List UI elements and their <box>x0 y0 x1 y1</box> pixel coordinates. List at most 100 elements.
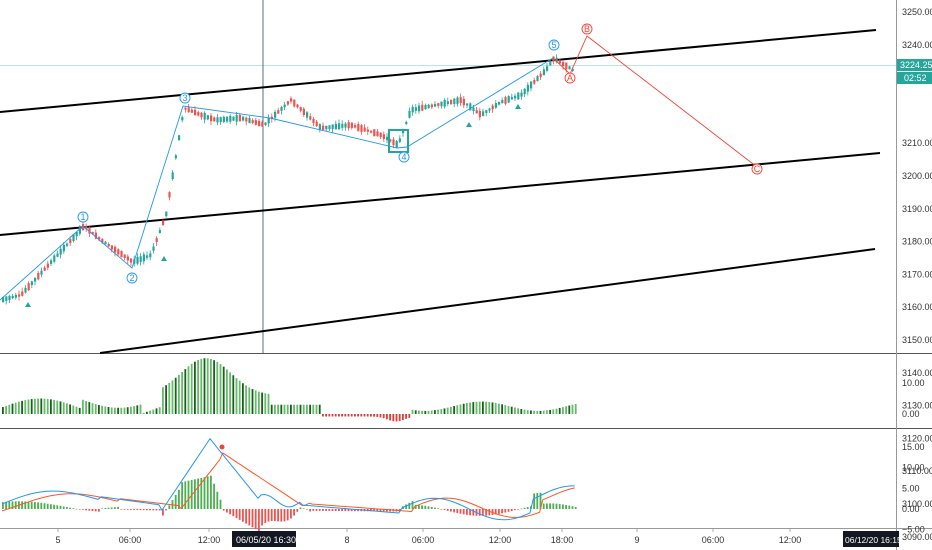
macd-histogram-bar <box>21 501 23 509</box>
histogram-bar <box>21 400 23 414</box>
macd-histogram-bar <box>213 483 215 509</box>
histogram-bar <box>453 406 455 414</box>
macd-axis: 15.00 10.00 5.00 0.00 −5.00 <box>902 442 925 535</box>
macd-histogram-bar <box>142 509 145 511</box>
macd-histogram-bar <box>293 509 295 516</box>
candle-body <box>206 115 209 120</box>
candle-body <box>286 101 289 105</box>
macd-histogram-bar <box>69 507 71 509</box>
macd-histogram-bar <box>325 509 327 511</box>
macd-histogram-bar <box>347 509 350 512</box>
price-axis[interactable]: 3250.003240.003230.003210.003200.003190.… <box>902 7 932 542</box>
candle-body <box>75 232 78 237</box>
candle-body <box>520 92 523 97</box>
candle-body <box>181 117 184 121</box>
macd-histogram-bar <box>408 502 411 509</box>
channel-lower-line[interactable] <box>99 248 876 354</box>
histogram-bar <box>456 405 459 414</box>
candle-body <box>146 255 149 258</box>
histogram-bar <box>494 402 497 414</box>
histogram-bar <box>133 406 135 414</box>
wave-4-box[interactable] <box>388 129 409 153</box>
candle-body <box>549 62 552 66</box>
macd-histogram-bar <box>450 509 452 512</box>
candle-body <box>117 249 120 255</box>
correction-wave-path[interactable] <box>552 35 758 168</box>
histogram-bar <box>392 414 395 422</box>
time-tick-label: 5 <box>55 535 60 545</box>
macd-histogram-bar <box>181 482 183 509</box>
macd-histogram-bar <box>149 509 151 511</box>
candle-body <box>504 97 507 104</box>
macd-histogram-bar <box>344 509 347 512</box>
histogram-bar <box>424 410 427 414</box>
macd-line[interactable] <box>1 437 575 521</box>
macd-histogram-bar <box>491 509 494 515</box>
wave-label-5: 5 <box>551 40 556 50</box>
macd-histogram-bar <box>120 509 123 510</box>
macd-histogram-bar <box>168 505 171 509</box>
candlestick-series[interactable] <box>2 54 574 305</box>
macd-histogram-bar <box>472 509 475 516</box>
macd-histogram-bar <box>50 504 52 509</box>
macd-histogram-bar <box>552 503 555 509</box>
histogram-bar <box>555 408 558 414</box>
macd-histogram-bar <box>430 506 433 509</box>
wave-label-4: 4 <box>401 152 406 162</box>
candle-body <box>466 103 469 106</box>
trend-channel[interactable] <box>0 29 881 354</box>
macd-signal-line[interactable] <box>1 452 575 518</box>
candle-body <box>274 111 277 118</box>
histogram-bar <box>229 372 231 414</box>
time-axis[interactable]: 5 06:00 12:00 8 06:00 12:00 18:00 9 06:00 12:00 <box>55 528 801 545</box>
histogram-bar <box>315 404 318 414</box>
macd-pane[interactable] <box>1 437 577 531</box>
price-tick-label: 3130.00 <box>902 401 932 411</box>
histogram-bar <box>517 408 519 414</box>
candle-body <box>242 116 245 121</box>
macd-histogram-bar <box>72 508 75 509</box>
macd-histogram-bar <box>155 509 158 511</box>
candle-body <box>309 116 312 120</box>
candle-body <box>18 294 21 297</box>
channel-middle-line[interactable] <box>0 152 881 236</box>
histogram-bar <box>181 371 183 414</box>
histogram-bar <box>184 369 187 414</box>
histogram-bar <box>69 404 71 414</box>
wave-label-circle <box>398 151 410 163</box>
macd-histogram-bar <box>261 509 263 526</box>
channel-upper-line[interactable] <box>0 29 877 113</box>
macd-histogram-bar <box>510 509 513 511</box>
candle-body <box>40 270 43 275</box>
time-tick-label: 06:00 <box>119 535 142 545</box>
macd-histogram-bar <box>203 477 206 509</box>
candle-body <box>491 105 494 110</box>
wave-label-3: 3 <box>182 93 187 103</box>
histogram-bar <box>286 404 289 414</box>
histogram-bar <box>162 387 164 414</box>
histogram-bar <box>402 414 404 421</box>
macd-histogram-bar <box>242 509 244 522</box>
impulse-wave-path[interactable] <box>0 57 554 301</box>
histogram-bar <box>242 383 244 414</box>
histogram-bar <box>2 407 4 414</box>
elliott-wave-correction[interactable] <box>552 35 758 168</box>
histogram-bar <box>382 414 385 419</box>
macd-histogram-bar <box>411 501 414 509</box>
histogram-bar <box>475 401 478 414</box>
histogram-bar <box>203 358 206 414</box>
wave-label-circle <box>564 72 576 84</box>
macd-histogram-bar <box>200 477 203 509</box>
candle-body <box>110 245 113 250</box>
volume-histogram-pane[interactable] <box>2 358 577 422</box>
candle-body <box>395 140 398 148</box>
time-tick-label: 9 <box>634 535 639 545</box>
histogram-bar <box>66 403 68 414</box>
candle-body <box>517 92 520 100</box>
histogram-bar <box>334 414 337 417</box>
elliott-wave-impulse[interactable] <box>0 57 554 301</box>
candle-body <box>469 103 472 111</box>
candle-body <box>498 101 501 105</box>
macd-histogram-bar <box>571 506 574 509</box>
